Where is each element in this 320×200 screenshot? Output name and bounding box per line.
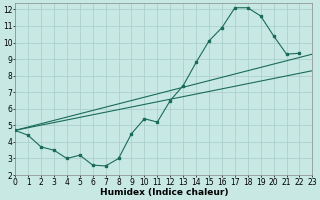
X-axis label: Humidex (Indice chaleur): Humidex (Indice chaleur) xyxy=(100,188,228,197)
